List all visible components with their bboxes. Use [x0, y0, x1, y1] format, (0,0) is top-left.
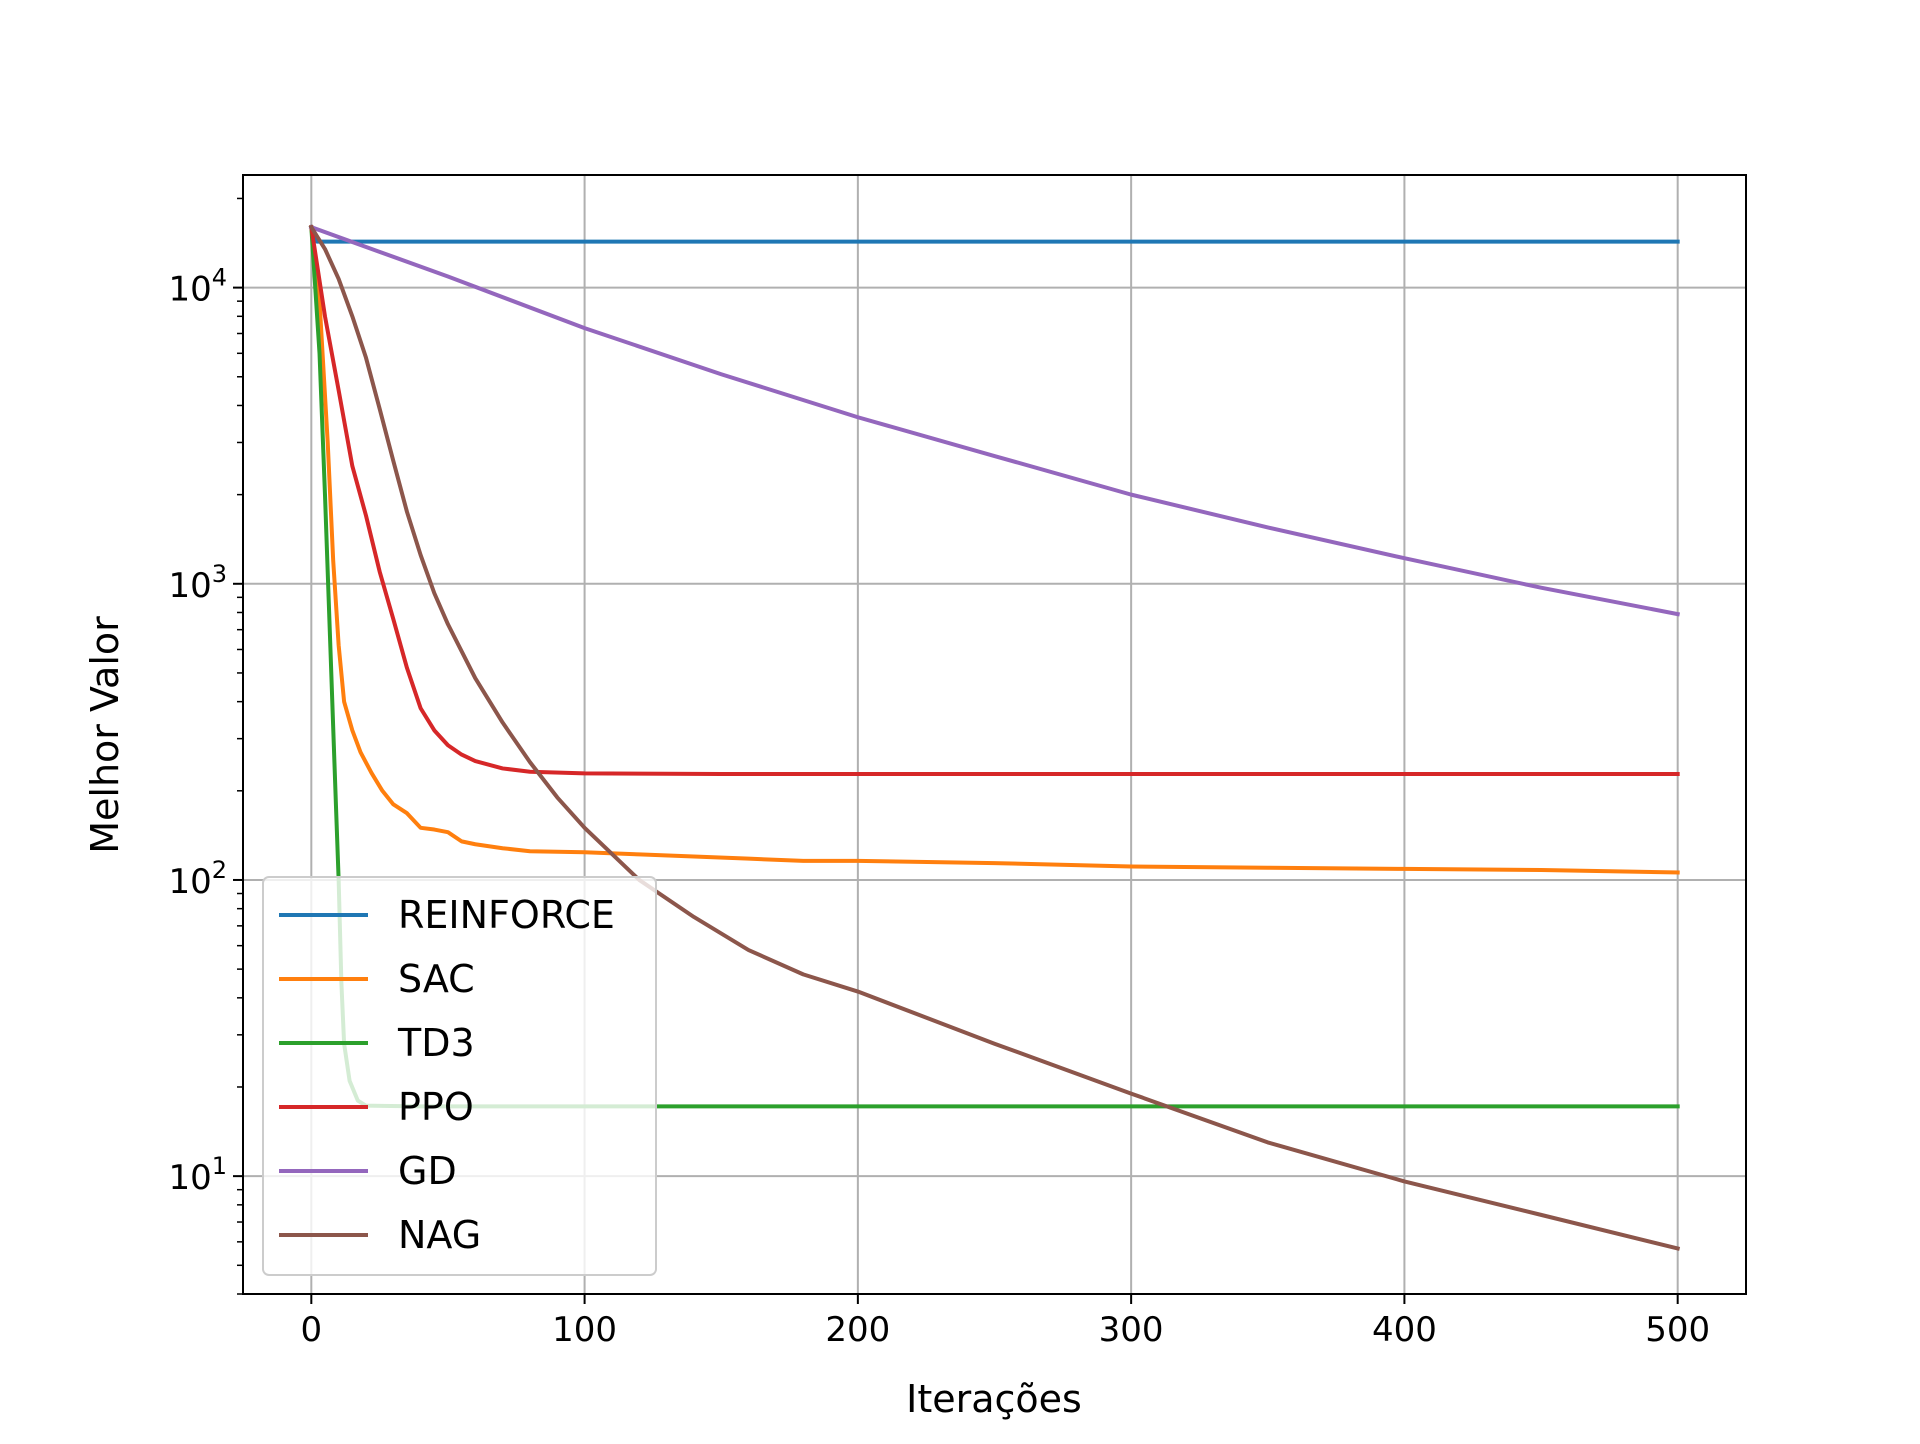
y-tick-label: 101 — [168, 1152, 227, 1198]
axis-ticks: 0 100 200 300 400 500 101 102 103 104 — [168, 197, 1710, 1350]
series-line-gd — [308, 224, 1681, 617]
y-tick-label: 104 — [168, 264, 227, 310]
x-axis-label: Iterações — [906, 1377, 1082, 1421]
x-tick-label: 100 — [552, 1310, 617, 1350]
plot-frame — [242, 174, 1747, 1295]
y-tick-label: 102 — [168, 856, 227, 902]
series-line-nag — [308, 224, 1681, 1251]
series-line-sac — [309, 224, 1680, 875]
x-tick-label: 300 — [1099, 1310, 1164, 1350]
legend-label-reinforce: REINFORCE — [398, 893, 615, 937]
legend-label-nag: NAG — [398, 1213, 481, 1257]
y-axis-label: Melhor Valor — [83, 616, 127, 854]
y-tick-label: 103 — [168, 560, 227, 606]
x-tick-label: 400 — [1372, 1310, 1437, 1350]
series-line-ppo — [309, 224, 1680, 776]
x-tick-label: 200 — [825, 1310, 890, 1350]
legend-box — [262, 876, 657, 1276]
x-tick-label: 0 — [300, 1310, 322, 1350]
x-tick-label: 500 — [1645, 1310, 1710, 1350]
legend-label-sac: SAC — [398, 957, 475, 1001]
legend-label-gd: GD — [398, 1149, 457, 1193]
legend: REINFORCE SAC TD3 PPO GD NAG — [262, 876, 657, 1276]
legend-label-td3: TD3 — [397, 1021, 475, 1065]
legend-label-ppo: PPO — [398, 1085, 474, 1129]
